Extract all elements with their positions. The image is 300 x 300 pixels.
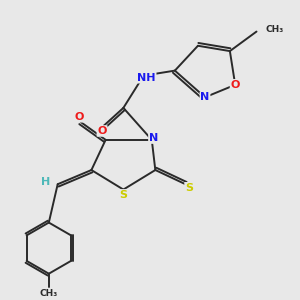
Text: N: N	[149, 133, 158, 143]
Text: NH: NH	[137, 73, 156, 83]
Text: O: O	[74, 112, 84, 122]
Text: H: H	[40, 178, 50, 188]
Text: CH₃: CH₃	[40, 289, 58, 298]
Text: S: S	[185, 183, 193, 193]
Text: N: N	[200, 92, 210, 102]
Text: CH₃: CH₃	[266, 25, 284, 34]
Text: O: O	[230, 80, 240, 90]
Text: S: S	[119, 190, 128, 200]
Text: O: O	[98, 126, 107, 136]
